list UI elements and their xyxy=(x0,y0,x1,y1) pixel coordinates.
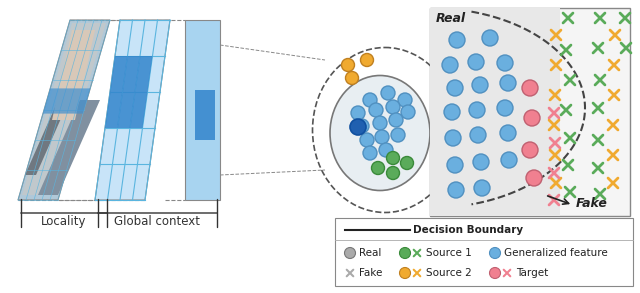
Circle shape xyxy=(444,104,460,120)
Circle shape xyxy=(442,57,458,73)
Text: Source 1: Source 1 xyxy=(426,248,472,258)
Polygon shape xyxy=(118,92,135,128)
Circle shape xyxy=(355,119,369,133)
Circle shape xyxy=(342,59,355,71)
Circle shape xyxy=(387,166,399,180)
Polygon shape xyxy=(130,92,147,128)
Text: Target: Target xyxy=(516,268,548,278)
Circle shape xyxy=(399,268,410,279)
Circle shape xyxy=(469,102,485,118)
Circle shape xyxy=(350,119,366,135)
Text: Generalized feature: Generalized feature xyxy=(504,248,608,258)
Ellipse shape xyxy=(330,76,430,190)
Circle shape xyxy=(490,248,500,258)
Text: Real: Real xyxy=(436,12,466,25)
Circle shape xyxy=(379,143,393,157)
Circle shape xyxy=(522,142,538,158)
Circle shape xyxy=(501,152,517,168)
FancyBboxPatch shape xyxy=(430,8,630,216)
Polygon shape xyxy=(105,92,122,128)
Polygon shape xyxy=(135,56,152,92)
Circle shape xyxy=(401,105,415,119)
Circle shape xyxy=(522,80,538,96)
Circle shape xyxy=(449,32,465,48)
Circle shape xyxy=(447,157,463,173)
Polygon shape xyxy=(430,8,560,216)
Polygon shape xyxy=(43,88,90,114)
Circle shape xyxy=(381,86,395,100)
Text: Fake: Fake xyxy=(576,197,608,210)
Polygon shape xyxy=(18,20,110,200)
Text: Source 2: Source 2 xyxy=(426,268,472,278)
Circle shape xyxy=(472,77,488,93)
Circle shape xyxy=(351,106,365,120)
Circle shape xyxy=(447,80,463,96)
Polygon shape xyxy=(52,30,95,120)
Circle shape xyxy=(389,113,403,127)
Circle shape xyxy=(470,127,486,143)
Circle shape xyxy=(375,130,389,144)
Circle shape xyxy=(468,54,484,70)
Circle shape xyxy=(448,182,464,198)
Circle shape xyxy=(490,268,500,279)
Circle shape xyxy=(387,151,399,164)
Polygon shape xyxy=(22,23,106,195)
FancyBboxPatch shape xyxy=(335,218,633,286)
Text: Decision Boundary: Decision Boundary xyxy=(413,225,523,235)
Circle shape xyxy=(344,248,355,258)
Circle shape xyxy=(401,156,413,169)
Circle shape xyxy=(386,100,400,114)
Circle shape xyxy=(360,54,374,67)
Circle shape xyxy=(363,146,377,160)
Polygon shape xyxy=(110,56,127,92)
Circle shape xyxy=(497,100,513,116)
Circle shape xyxy=(391,128,405,142)
Text: Fake: Fake xyxy=(359,268,382,278)
Circle shape xyxy=(445,130,461,146)
Polygon shape xyxy=(25,80,78,175)
Polygon shape xyxy=(195,90,215,140)
Circle shape xyxy=(399,248,410,258)
Circle shape xyxy=(369,103,383,117)
Circle shape xyxy=(473,154,489,170)
Polygon shape xyxy=(95,20,170,200)
Circle shape xyxy=(500,125,516,141)
Circle shape xyxy=(373,116,387,130)
Text: Locality: Locality xyxy=(41,215,87,228)
Circle shape xyxy=(371,161,385,175)
Circle shape xyxy=(500,75,516,91)
Circle shape xyxy=(398,93,412,107)
Circle shape xyxy=(346,71,358,84)
Circle shape xyxy=(526,170,542,186)
Circle shape xyxy=(497,55,513,71)
Circle shape xyxy=(363,93,377,107)
Polygon shape xyxy=(185,20,220,200)
Circle shape xyxy=(360,133,374,147)
Circle shape xyxy=(482,30,498,46)
Circle shape xyxy=(524,110,540,126)
Text: Global context: Global context xyxy=(114,215,200,228)
Text: Real: Real xyxy=(359,248,381,258)
Polygon shape xyxy=(38,100,100,195)
Circle shape xyxy=(474,180,490,196)
Polygon shape xyxy=(122,56,140,92)
